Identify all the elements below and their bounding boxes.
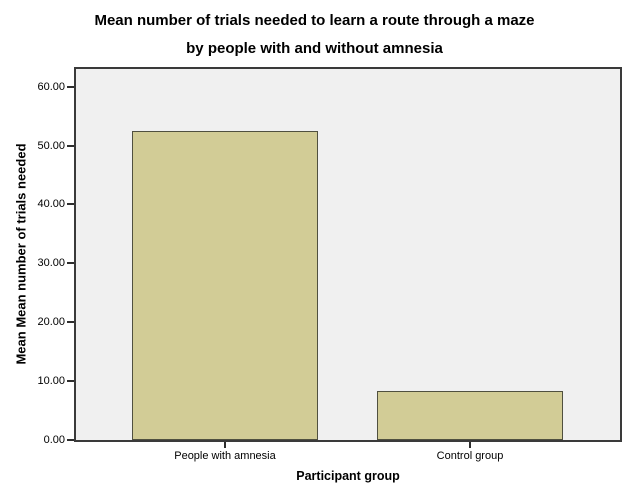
x-tick-mark bbox=[224, 442, 226, 448]
y-tick-mark bbox=[67, 262, 74, 265]
chart-title-line1: Mean number of trials needed to learn a … bbox=[94, 12, 535, 29]
plot-area: 0.00 10.00 20.00 30.00 40.00 50.00 60.00 People… bbox=[37, 67, 622, 462]
y-tick-mark bbox=[67, 439, 74, 441]
y-tick-label: 30.00 bbox=[37, 257, 65, 270]
chart-title-line2: by people with and without amnesia bbox=[186, 40, 443, 57]
y-tick-label: 10.00 bbox=[37, 375, 65, 388]
category-label: People with amnesia bbox=[174, 450, 276, 462]
y-axis-title: Mean Mean number of trials needed bbox=[13, 143, 29, 365]
category-label: Control group bbox=[436, 450, 504, 462]
bar bbox=[377, 390, 563, 440]
y-tick-mark bbox=[67, 144, 74, 147]
y-tick-label: 50.00 bbox=[37, 139, 65, 152]
x-tick-mark bbox=[469, 442, 471, 448]
bar bbox=[132, 130, 318, 440]
y-tick-mark bbox=[67, 380, 74, 383]
x-axis-title: Participant group bbox=[296, 469, 400, 483]
y-tick-mark bbox=[67, 321, 74, 324]
y-tick-label: 40.00 bbox=[37, 198, 65, 211]
y-tick-label: 0.00 bbox=[43, 434, 65, 446]
y-tick-mark bbox=[67, 203, 74, 206]
y-tick-label: 20.00 bbox=[37, 316, 65, 329]
y-tick-label: 60.00 bbox=[37, 80, 65, 93]
y-tick-mark bbox=[67, 85, 74, 88]
